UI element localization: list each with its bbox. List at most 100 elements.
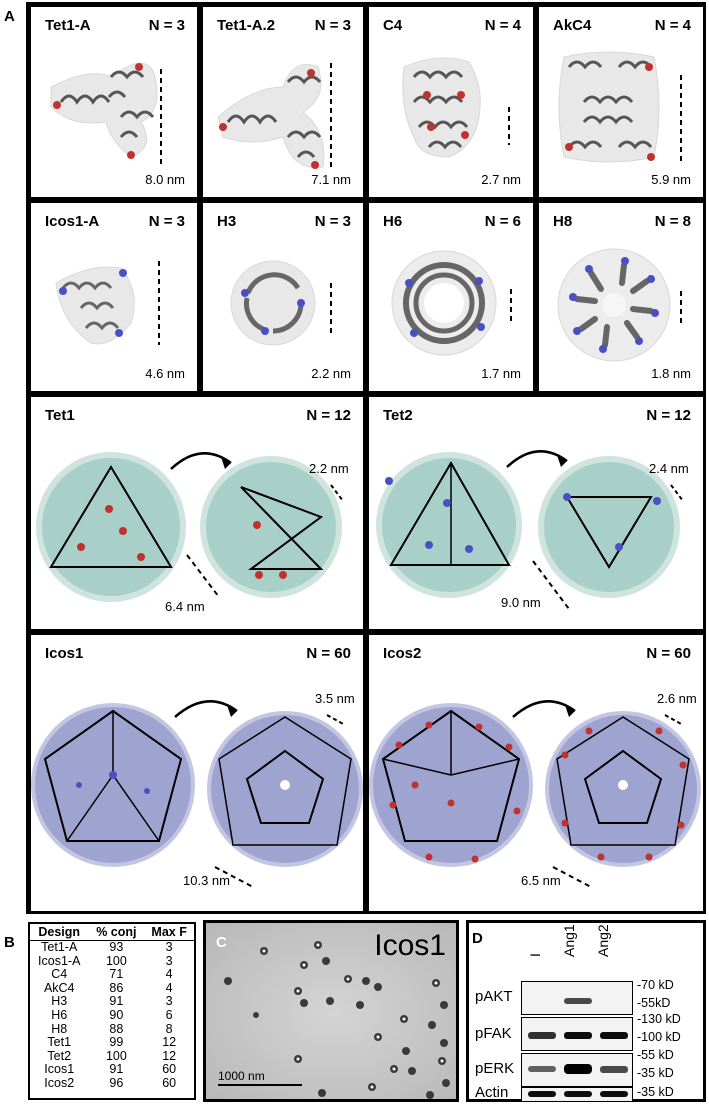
- table-row: Tet1-A 93 3: [30, 940, 194, 955]
- scale-label: 4.6 nm: [145, 366, 185, 381]
- band: [600, 1091, 628, 1097]
- cell-tet1-a: Tet1-A N = 3 8.0 nm: [28, 4, 200, 200]
- band: [528, 1091, 556, 1097]
- maxf-cell: 6: [165, 1007, 173, 1022]
- table-row: Icos1-A 100 3: [30, 953, 194, 969]
- col-conj: % conj: [88, 924, 145, 941]
- scale-label-bottom: 9.0 nm: [501, 595, 541, 610]
- marker-label: -70 kD: [637, 978, 674, 992]
- western-blot: I Ang1 Ang2 pAKT -70 kD -55kD pFAK -130 …: [466, 920, 706, 1102]
- oligomer-count: N = 4: [484, 17, 521, 34]
- design-cell: Icos1-A: [38, 953, 81, 968]
- cell-icos1: Icos1 N = 60 3.5 nm 10.3 nm: [28, 632, 366, 914]
- conj-cell: 91: [109, 1062, 124, 1077]
- conj-cell: 88: [109, 1021, 124, 1036]
- band: [564, 1064, 592, 1074]
- oligomer-count: N = 3: [148, 213, 185, 230]
- scale-label-top: 2.4 nm: [649, 461, 689, 476]
- table-row: Tet2 100 12: [30, 1048, 194, 1064]
- cell-tet1: Tet1 N = 12 2.2 nm 6.4 nm: [28, 394, 366, 632]
- tet1-structure: [36, 452, 344, 602]
- conj-cell: 91: [109, 994, 124, 1009]
- design-cell: Tet1-A: [41, 940, 78, 954]
- scale-label: 1.8 nm: [651, 366, 691, 381]
- em-particles: [206, 923, 456, 1099]
- maxf-cell: 3: [165, 953, 173, 968]
- icos1-structure: [31, 700, 363, 888]
- cell-tet2: Tet2 N = 12 2.4 nm 9.0 nm: [366, 394, 706, 632]
- band: [564, 1091, 592, 1097]
- cell-h3: H3 N = 3 2.2 nm: [200, 200, 366, 394]
- design-cell: C4: [51, 967, 68, 982]
- em-sample-label: Icos1: [374, 929, 446, 962]
- design-name: Icos2: [383, 645, 422, 662]
- tet1-a2-structure: [217, 63, 332, 169]
- table-row: H6 90 6: [30, 1007, 194, 1023]
- design-cell: H6: [51, 1007, 68, 1022]
- icos1-a-structure: [55, 261, 160, 345]
- akc4-structure: [558, 51, 682, 163]
- h3-structure: [230, 260, 332, 346]
- lane-label: I: [527, 953, 543, 957]
- marker-label: -35 kD: [637, 1066, 674, 1080]
- oligomer-count: N = 60: [646, 645, 691, 662]
- scale-label-bottom: 10.3 nm: [183, 873, 230, 888]
- scale-label: 2.7 nm: [481, 172, 521, 187]
- table-row: H8 88 8: [30, 1021, 194, 1037]
- band: [528, 1066, 556, 1072]
- design-cell: Icos1: [44, 1062, 75, 1077]
- blot-label-pakt: pAKT: [475, 988, 513, 1005]
- design-cell: AkC4: [43, 980, 75, 995]
- oligomer-count: N = 12: [306, 407, 351, 424]
- h6-structure: [391, 250, 512, 356]
- band: [600, 1066, 628, 1073]
- design-name: H3: [217, 213, 237, 230]
- band: [600, 1032, 628, 1039]
- icos2-structure: [369, 700, 701, 888]
- scale-label: 1.7 nm: [481, 366, 521, 381]
- conj-cell: 90: [109, 1007, 124, 1022]
- cell-akc4: AkC4 N = 4 5.9 nm: [536, 4, 706, 200]
- oligomer-count: N = 3: [314, 17, 351, 34]
- design-cell: Tet2: [47, 1048, 72, 1063]
- scale-label-top: 2.6 nm: [657, 691, 697, 706]
- table: Design % conj Max F Tet1-A 93 3 Icos1-A 100 3…: [30, 924, 194, 1091]
- band: [564, 1032, 592, 1039]
- panel-letter-a: A: [4, 8, 15, 25]
- table-row: Icos2 96 60: [30, 1075, 194, 1091]
- conj-cell: 96: [109, 1075, 124, 1090]
- col-design: Design: [30, 924, 89, 941]
- panel-letter-c: C: [216, 934, 227, 951]
- design-cell: H3: [51, 994, 68, 1009]
- scale-label: 5.9 nm: [651, 172, 691, 187]
- design-name: Tet1-A: [45, 17, 91, 34]
- conj-cell: 99: [109, 1035, 124, 1050]
- cell-h6: H6 N = 6 1.7 nm: [366, 200, 536, 394]
- oligomer-count: N = 3: [314, 213, 351, 230]
- scale-label-top: 3.5 nm: [315, 691, 355, 706]
- scale-bar: [218, 1084, 302, 1086]
- table-row: C4 71 4: [30, 968, 194, 982]
- blot-label-pfak: pFAK: [475, 1025, 512, 1042]
- design-name: Icos1: [45, 645, 84, 662]
- panel-letter-d: D: [472, 930, 483, 947]
- blot-strip-perk: [521, 1053, 633, 1087]
- cell-icos1-a: Icos1-A N = 3 4.6 nm: [28, 200, 200, 394]
- scale-label-bottom: 6.5 nm: [521, 873, 561, 888]
- maxf-cell: 4: [165, 967, 173, 982]
- scale-label: 8.0 nm: [145, 172, 185, 187]
- tet2-structure: [376, 450, 684, 610]
- maxf-cell: 12: [162, 1035, 177, 1050]
- conj-cell: 100: [105, 953, 127, 968]
- panel-letter-b: B: [4, 934, 15, 951]
- design-name: Tet1: [45, 407, 75, 424]
- design-cell: Icos2: [44, 1075, 75, 1090]
- col-maxf: Max F: [144, 924, 194, 941]
- lane-label: Ang1: [561, 924, 577, 957]
- scale-bar-label: 1000 nm: [218, 1069, 265, 1083]
- blot-strip-pakt: [521, 981, 633, 1015]
- conjugation-table: Design % conj Max F Tet1-A 93 3 Icos1-A 100 3…: [28, 922, 196, 1100]
- oligomer-count: N = 8: [654, 213, 691, 230]
- cell-icos2: Icos2 N = 60 2.6 nm 6.5 nm: [366, 632, 706, 914]
- scale-label: 7.1 nm: [311, 172, 351, 187]
